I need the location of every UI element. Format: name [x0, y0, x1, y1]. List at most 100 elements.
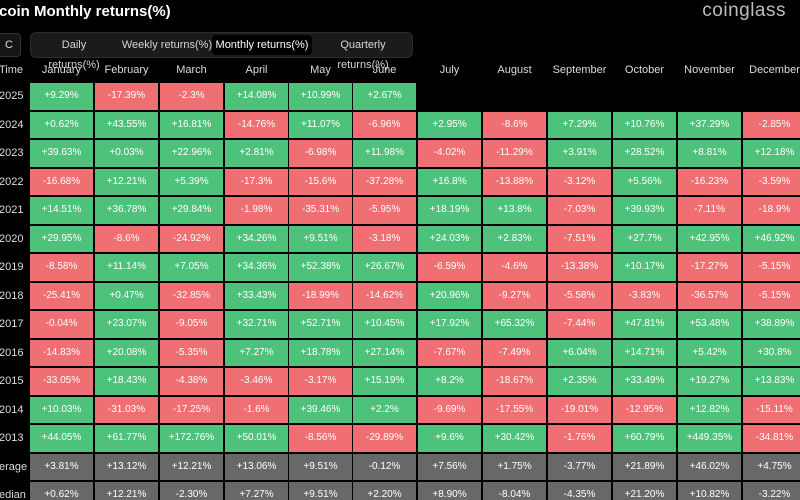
heatmap-cell: +19.27% [678, 368, 741, 395]
heatmap-cell: +14.71% [613, 339, 676, 366]
heatmap-cell: +7.27% [225, 482, 288, 500]
heatmap-cell: +9.51% [289, 453, 352, 480]
returns-period-tabs: Daily returns(%) Weekly returns(%) Month… [30, 32, 413, 71]
heatmap-cell: +46.02% [678, 453, 741, 480]
row-label-year: 2019 [0, 261, 24, 273]
heatmap-cell: +16.81% [160, 111, 223, 138]
heatmap-cell: +0.03% [95, 140, 158, 167]
heatmap-cell: -5.95% [353, 197, 416, 224]
heatmap-cell: +13.83% [743, 368, 800, 395]
heatmap-cell: -17.27% [678, 254, 741, 281]
heatmap-cell: +172.76% [160, 425, 223, 452]
heatmap-cell: -18.67% [483, 368, 546, 395]
heatmap-cell: +21.20% [613, 482, 676, 500]
heatmap-cell: -3.18% [353, 225, 416, 252]
row-label-year: 2024 [0, 118, 24, 131]
heatmap-cell: +14.51% [30, 197, 93, 224]
heatmap-cell: -5.58% [548, 282, 611, 309]
heatmap-cell: +10.17% [613, 254, 676, 281]
heatmap-cell: +39.63% [30, 140, 93, 167]
asset-selector[interactable]: C [0, 33, 21, 57]
heatmap-cell: +18.43% [95, 368, 158, 395]
heatmap-cell: +13.12% [95, 453, 158, 480]
heatmap-cell: -8.56% [289, 425, 352, 452]
heatmap-cell: -3.46% [225, 368, 288, 395]
heatmap-cell: -5.15% [743, 254, 800, 281]
heatmap-cell: +2.83% [483, 225, 546, 252]
heatmap-cell: +38.89% [743, 311, 800, 338]
heatmap-cell: +12.21% [95, 482, 158, 500]
heatmap-cell: -14.83% [30, 339, 93, 366]
heatmap-cell: +13.06% [225, 453, 288, 480]
tab-weekly-returns[interactable]: Weekly returns(%) [121, 39, 213, 51]
heatmap-cell: +34.26% [225, 225, 288, 252]
heatmap-cell: -4.38% [160, 368, 223, 395]
row-label-year: 2018 [0, 289, 24, 302]
heatmap-cell: +46.92% [743, 225, 800, 252]
heatmap-cell: +23.07% [95, 311, 158, 338]
heatmap-cell: +5.56% [613, 168, 676, 195]
heatmap-cell: +60.79% [613, 425, 676, 452]
tab-monthly-returns[interactable]: Monthly returns(%) [212, 35, 312, 55]
heatmap-cell: -2.30% [160, 482, 223, 500]
heatmap-cell: -9.27% [483, 282, 546, 309]
column-header: January [41, 64, 82, 76]
heatmap-cell: +8.81% [678, 140, 741, 167]
brand-logo: coinglass [702, 0, 786, 21]
heatmap-cell: +28.52% [613, 140, 676, 167]
tab-quarterly-returns[interactable]: Quarterly returns(%) [337, 39, 389, 71]
heatmap-cell: +42.95% [678, 225, 741, 252]
heatmap-cell: -17.25% [160, 396, 223, 423]
heatmap-cell: +26.67% [353, 254, 416, 281]
heatmap-cell: +24.03% [418, 225, 481, 252]
heatmap-cell: -24.92% [160, 225, 223, 252]
heatmap-cell: +21.89% [613, 453, 676, 480]
heatmap-cell: -7.44% [548, 311, 611, 338]
column-header: August [497, 64, 532, 76]
heatmap-cell: -6.96% [353, 111, 416, 138]
heatmap-cell: +27.14% [353, 339, 416, 366]
heatmap-cell: -17.3% [225, 168, 288, 195]
heatmap-cell: -5.15% [743, 282, 800, 309]
heatmap-cell: +12.21% [95, 168, 158, 195]
heatmap-cell: -15.11% [743, 396, 800, 423]
heatmap-cell: -0.04% [30, 311, 93, 338]
heatmap-cell: -12.95% [613, 396, 676, 423]
heatmap-cell: -3.59% [743, 168, 800, 195]
row-label-year: 2015 [0, 375, 24, 387]
heatmap-cell: +7.29% [548, 111, 611, 138]
heatmap-cell: +39.46% [289, 396, 352, 423]
heatmap-cell: +52.38% [289, 254, 352, 281]
heatmap-cell: +449.35% [678, 425, 741, 452]
heatmap-cell: +11.07% [289, 111, 352, 138]
heatmap-cell: +2.95% [418, 111, 481, 138]
heatmap-cell: +3.81% [30, 453, 93, 480]
column-header: April [245, 64, 268, 76]
heatmap-cell: +2.67% [353, 83, 416, 110]
row-label-year: 2020 [0, 232, 24, 245]
summary-row-label: erage [0, 460, 28, 473]
page-title: coin Monthly returns(%) [0, 3, 171, 20]
heatmap-cell: +12.21% [160, 453, 223, 480]
heatmap-cell: +7.05% [160, 254, 223, 281]
heatmap-cell: +1.75% [483, 453, 546, 480]
heatmap-cell: +12.82% [678, 396, 741, 423]
heatmap-cell: -9.05% [160, 311, 223, 338]
monthly-returns-heatmap: Time January February March April May June July… [0, 58, 800, 500]
heatmap-cell: +36.78% [95, 197, 158, 224]
heatmap-cell: -16.68% [30, 168, 93, 195]
heatmap-cell: +9.29% [30, 83, 93, 110]
heatmap-cell: +17.92% [418, 311, 481, 338]
column-header: May [310, 64, 331, 76]
heatmap-cell: -4.02% [418, 140, 481, 167]
heatmap-cell: +32.71% [225, 311, 288, 338]
heatmap-cell: +8.90% [418, 482, 481, 500]
tab-daily-returns[interactable]: Daily returns(%) [48, 39, 100, 71]
heatmap-cell: +20.96% [418, 282, 481, 309]
heatmap-cell: +7.27% [225, 339, 288, 366]
heatmap-cell: +2.20% [353, 482, 416, 500]
heatmap-cell: +29.84% [160, 197, 223, 224]
column-header: March [176, 64, 207, 76]
heatmap-cell: +29.95% [30, 225, 93, 252]
heatmap-cell: -5.35% [160, 339, 223, 366]
